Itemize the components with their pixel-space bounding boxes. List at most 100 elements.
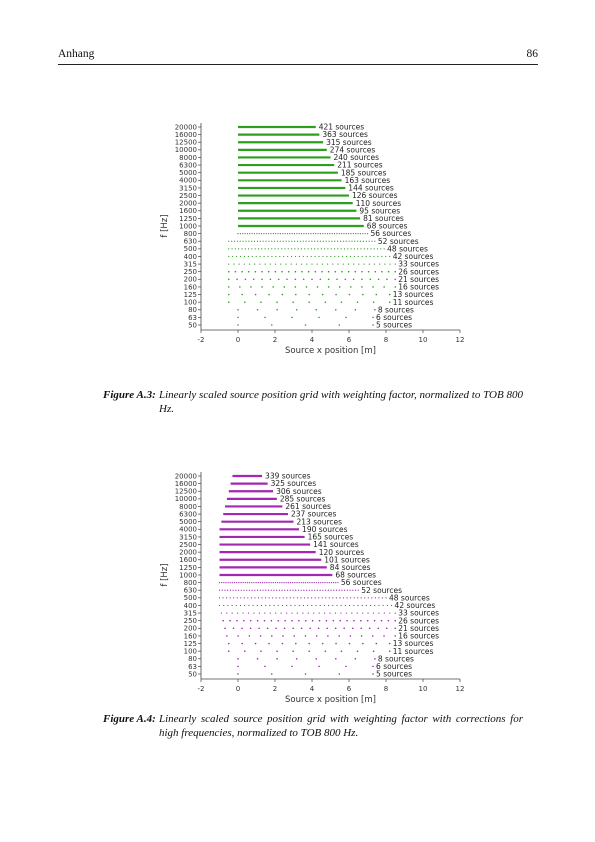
source-dot xyxy=(386,278,388,281)
source-dot xyxy=(372,316,374,319)
source-dot xyxy=(290,248,293,250)
source-dot xyxy=(251,589,253,591)
source-dot xyxy=(279,240,281,242)
source-dot xyxy=(349,255,352,258)
source-dot xyxy=(289,582,292,584)
source-dot xyxy=(335,597,338,599)
source-dot xyxy=(311,240,313,242)
source-dot xyxy=(268,597,270,599)
y-tick-label: 8000 xyxy=(179,154,197,162)
source-row-dots xyxy=(237,233,369,235)
source-count-label: 52 sources xyxy=(361,586,402,595)
source-dot xyxy=(272,597,274,599)
source-row-dots xyxy=(237,657,376,660)
y-tick-label: 2000 xyxy=(179,549,197,557)
source-dot xyxy=(318,612,320,614)
source-dot xyxy=(231,612,233,614)
source-row-dots xyxy=(228,255,391,258)
source-dot xyxy=(316,589,319,591)
source-dot xyxy=(336,278,338,281)
source-dot xyxy=(312,233,314,235)
source-dot xyxy=(261,278,263,281)
source-dot xyxy=(345,665,347,668)
source-dot xyxy=(265,233,267,235)
source-dot xyxy=(394,627,397,630)
source-dot xyxy=(236,278,238,281)
source-dot xyxy=(342,240,344,242)
source-dot xyxy=(311,589,313,591)
source-dot xyxy=(218,597,221,599)
source-dot xyxy=(227,582,229,584)
source-dot xyxy=(385,597,387,599)
source-dot xyxy=(267,270,270,273)
source-dot xyxy=(311,604,313,607)
source-row-dots xyxy=(218,582,339,584)
source-dot xyxy=(247,248,250,250)
source-dot xyxy=(277,248,279,250)
source-count-label: 211 sources xyxy=(337,161,383,170)
source-dot xyxy=(339,619,341,622)
source-dot xyxy=(330,582,333,584)
source-dot xyxy=(254,642,257,645)
source-dot xyxy=(282,240,284,242)
source-dot xyxy=(309,627,311,630)
source-dot xyxy=(231,240,233,242)
source-dot xyxy=(318,619,321,622)
source-dot xyxy=(298,582,300,584)
source-dot xyxy=(356,301,359,303)
source-dot xyxy=(244,582,246,584)
source-dot xyxy=(226,635,228,637)
source-count-label: 13 sources xyxy=(393,290,434,299)
source-dot xyxy=(304,619,307,622)
source-dot xyxy=(288,240,290,242)
source-dot xyxy=(281,270,283,273)
source-dot xyxy=(305,233,307,235)
source-dot xyxy=(282,597,284,599)
source-dot xyxy=(338,635,340,637)
source-dot xyxy=(267,589,270,591)
source-dot xyxy=(276,301,278,303)
source-dot xyxy=(279,582,281,584)
source-dot xyxy=(264,316,266,319)
source-dot xyxy=(337,263,339,265)
source-dot xyxy=(334,240,336,242)
source-dot xyxy=(291,233,293,235)
source-dot xyxy=(369,255,371,258)
figure-a4-caption: Figure A.4: Linearly scaled source posit… xyxy=(103,712,523,740)
y-tick-label: 6300 xyxy=(179,510,197,518)
source-dot xyxy=(259,635,262,637)
source-dot xyxy=(228,248,230,250)
source-dot xyxy=(236,255,238,258)
y-tick-label: 500 xyxy=(184,594,197,602)
source-dot xyxy=(228,255,230,258)
source-dot xyxy=(328,604,330,607)
source-dot xyxy=(262,240,264,242)
source-dot xyxy=(331,240,333,242)
source-dot xyxy=(305,286,308,288)
source-dot xyxy=(332,582,335,584)
source-dot xyxy=(249,582,251,584)
source-dot xyxy=(362,612,364,614)
source-dot xyxy=(268,240,270,242)
source-dot xyxy=(318,597,320,599)
source-dot xyxy=(236,619,238,622)
source-dot xyxy=(300,597,302,599)
source-dot xyxy=(248,263,251,265)
source-dot xyxy=(237,612,239,614)
source-dot xyxy=(260,650,262,652)
source-dot xyxy=(352,589,354,591)
source-dot xyxy=(287,248,289,250)
source-dot xyxy=(271,240,273,242)
source-dot xyxy=(239,255,242,258)
source-dot xyxy=(360,597,362,599)
source-dot xyxy=(275,233,277,235)
source-dot xyxy=(256,619,259,622)
source-dot xyxy=(258,627,260,630)
source-dot xyxy=(349,597,352,599)
source-dot xyxy=(291,316,293,319)
source-dot xyxy=(251,248,253,250)
source-dot xyxy=(327,589,329,591)
source-count-label: 5 sources xyxy=(376,321,412,330)
source-dot xyxy=(351,240,353,242)
source-dot xyxy=(343,233,345,235)
